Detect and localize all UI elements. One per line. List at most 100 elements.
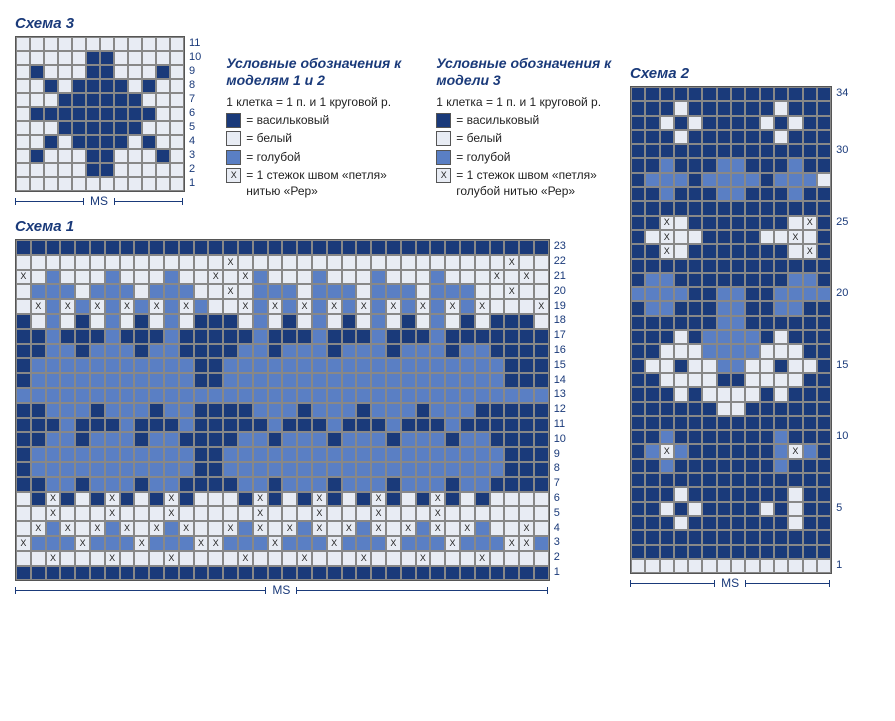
grid-cell — [760, 416, 774, 430]
grid-cell — [149, 240, 164, 255]
grid-cell — [674, 287, 688, 301]
grid-cell: X — [803, 216, 817, 230]
grid-cell — [717, 230, 731, 244]
legend-label: = васильковый — [456, 113, 539, 129]
grid-cell — [371, 447, 386, 462]
grid-cell — [401, 373, 416, 388]
grid-cell — [90, 566, 105, 581]
grid-cell — [660, 173, 674, 187]
grid-cell — [717, 444, 731, 458]
grid-cell — [105, 329, 120, 344]
grid-cell — [803, 487, 817, 501]
grid-cell — [149, 358, 164, 373]
grid-cell — [371, 477, 386, 492]
grid-cell — [208, 477, 223, 492]
grid-cell — [745, 187, 759, 201]
grid-cell — [745, 301, 759, 315]
grid-cell — [688, 444, 702, 458]
grid-cell — [16, 314, 31, 329]
grid-cell — [386, 314, 401, 329]
grid-cell — [90, 388, 105, 403]
grid-cell — [282, 492, 297, 507]
grid-cell — [745, 344, 759, 358]
grid-cell — [208, 344, 223, 359]
grid-cell — [731, 530, 745, 544]
row-label — [836, 172, 848, 186]
grid-cell — [460, 506, 475, 521]
ms-line — [630, 583, 715, 584]
grid-cell — [149, 492, 164, 507]
grid-cell — [702, 87, 716, 101]
grid-cell: X — [90, 299, 105, 314]
grid-cell — [16, 418, 31, 433]
grid-cell — [817, 330, 831, 344]
grid-cell — [327, 462, 342, 477]
grid-cell — [223, 240, 238, 255]
grid-cell — [223, 462, 238, 477]
grid-cell — [534, 432, 549, 447]
grid-cell — [817, 101, 831, 115]
legend-swatch — [226, 131, 241, 146]
grid-cell — [445, 447, 460, 462]
grid-cell — [688, 301, 702, 315]
grid-cell — [60, 388, 75, 403]
grid-cell — [803, 273, 817, 287]
grid-cell — [803, 473, 817, 487]
grid-cell — [356, 255, 371, 270]
grid-cell — [16, 506, 31, 521]
grid-cell — [774, 487, 788, 501]
grid-cell — [702, 316, 716, 330]
grid-cell — [114, 107, 128, 121]
grid-cell — [445, 506, 460, 521]
grid-cell — [803, 316, 817, 330]
grid-cell — [105, 284, 120, 299]
grid-cell — [44, 93, 58, 107]
grid-cell — [297, 447, 312, 462]
grid-cell — [386, 284, 401, 299]
grid-cell — [760, 459, 774, 473]
grid-cell — [774, 216, 788, 230]
grid-cell — [105, 462, 120, 477]
grid-cell — [170, 37, 184, 51]
grid-cell — [75, 358, 90, 373]
grid-cell: X — [356, 299, 371, 314]
grid-cell — [817, 559, 831, 573]
grid-cell — [688, 230, 702, 244]
grid-cell — [817, 402, 831, 416]
grid-cell — [416, 447, 431, 462]
grid-cell — [534, 388, 549, 403]
grid-cell — [223, 432, 238, 447]
grid-cell — [356, 270, 371, 285]
grid-cell — [788, 459, 802, 473]
grid-cell — [774, 516, 788, 530]
grid-cell — [114, 135, 128, 149]
grid-cell — [194, 521, 209, 536]
grid-cell — [504, 521, 519, 536]
grid-cell — [534, 566, 549, 581]
grid-cell — [717, 502, 731, 516]
chart1-row-labels: 2322212019181716151413121110987654321 — [554, 239, 566, 579]
grid-cell — [803, 201, 817, 215]
grid-cell — [120, 388, 135, 403]
grid-cell — [460, 344, 475, 359]
grid-cell — [817, 287, 831, 301]
grid-cell — [253, 255, 268, 270]
grid-cell — [268, 270, 283, 285]
grid-cell — [268, 344, 283, 359]
grid-cell: X — [416, 551, 431, 566]
grid-cell — [164, 299, 179, 314]
grid-cell — [645, 545, 659, 559]
grid-cell — [75, 566, 90, 581]
grid-cell — [58, 65, 72, 79]
grid-cell — [674, 216, 688, 230]
grid-cell — [631, 430, 645, 444]
grid-cell — [702, 130, 716, 144]
grid-cell — [401, 492, 416, 507]
grid-cell — [660, 330, 674, 344]
grid-cell — [674, 187, 688, 201]
grid-cell — [660, 201, 674, 215]
grid-cell — [238, 506, 253, 521]
grid-cell — [788, 473, 802, 487]
grid-cell — [16, 107, 30, 121]
grid-cell — [631, 173, 645, 187]
